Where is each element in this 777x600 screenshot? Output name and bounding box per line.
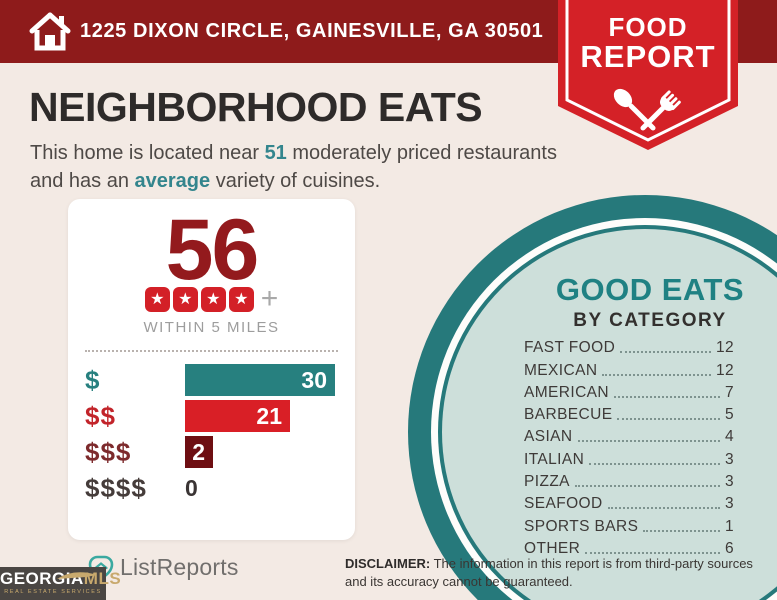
category-value: 12 — [715, 361, 734, 379]
dotted-leader — [617, 418, 720, 421]
tier-label: $$$$ — [85, 472, 147, 503]
home-icon — [29, 12, 71, 51]
category-label: ITALIAN — [524, 450, 585, 468]
dotted-leader — [602, 373, 711, 376]
dotted-leader — [585, 551, 720, 554]
category-row: SEAFOOD 3 — [524, 492, 734, 514]
category-panel-header: GOOD EATS BY CATEGORY — [520, 272, 777, 332]
category-row: BARBECUE 5 — [524, 403, 734, 425]
category-row: OTHER 6 — [524, 537, 734, 559]
food-report-badge: FOOD REPORT — [558, 0, 738, 157]
category-value: 1 — [724, 517, 734, 535]
dotted-leader — [574, 485, 720, 488]
tier-label: $$ — [85, 400, 116, 431]
listreports-wordmark: ListReports — [120, 554, 239, 580]
price-tier-row: $$$$ 0 — [85, 470, 341, 506]
category-row: MEXICAN 12 — [524, 358, 734, 380]
price-tier-row: $ 30 — [85, 362, 341, 398]
star-icon: ★ — [144, 286, 170, 312]
plus-icon: + — [260, 282, 279, 315]
disclaimer: DISCLAIMER: The information in this repo… — [345, 556, 753, 589]
star-icon: ★ — [200, 286, 226, 312]
category-value: 6 — [724, 539, 734, 557]
category-value: 5 — [724, 406, 734, 424]
category-label: PIZZA — [524, 473, 570, 491]
georgia-mls-logo: GEORGIAMLS REAL ESTATE SERVICES — [0, 567, 121, 600]
tier-label: $ — [85, 364, 101, 395]
category-value: 3 — [724, 473, 734, 491]
property-address: 1225 DIXON CIRCLE, GAINESVILLE, GA 30501 — [80, 20, 544, 42]
category-circle-fill — [442, 229, 777, 600]
dotted-leader — [577, 440, 720, 443]
category-panel-title: GOOD EATS — [555, 272, 745, 307]
star-icon: ★ — [228, 286, 254, 312]
category-value: 7 — [724, 383, 734, 401]
dotted-leader — [607, 507, 720, 510]
category-label: SEAFOOD — [524, 495, 603, 513]
category-row: PIZZA 3 — [524, 470, 734, 492]
tier-bar: 2 — [185, 436, 213, 468]
mls-wordmark-georgia: GEORGIA — [0, 569, 84, 588]
star-rating: ★ ★ ★ ★ + — [68, 282, 355, 315]
variety-highlight: average — [134, 170, 211, 192]
dotted-leader — [620, 351, 711, 354]
category-value: 3 — [724, 450, 734, 468]
category-label: AMERICAN — [524, 383, 610, 401]
category-label: FAST FOOD — [524, 339, 616, 357]
price-tier-chart: $ 30 $$ 21 $$$ 2 $$$$ 0 — [85, 362, 341, 506]
category-label: SPORTS BARS — [524, 517, 639, 535]
subtitle: This home is located near 51 moderately … — [30, 142, 557, 192]
category-value: 3 — [724, 495, 734, 513]
category-value: 4 — [724, 428, 734, 446]
tier-bar: 30 — [185, 364, 335, 396]
radius-label: WITHIN 5 MILES — [143, 319, 280, 336]
category-value: 12 — [715, 339, 734, 357]
badge-text: FOOD REPORT — [580, 12, 716, 75]
page-title: NEIGHBORHOOD EATS — [29, 84, 483, 130]
badge-shape — [558, 0, 738, 150]
tier-label: $$$ — [85, 436, 132, 467]
category-circle-white-ring — [431, 218, 777, 600]
category-label: ASIAN — [524, 428, 573, 446]
category-row: ITALIAN 3 — [524, 447, 734, 469]
category-row: ASIAN 4 — [524, 425, 734, 447]
dotted-leader — [589, 462, 720, 465]
fork-icon — [640, 90, 681, 131]
tier-bar: 21 — [185, 400, 290, 432]
category-row: SPORTS BARS 1 — [524, 514, 734, 536]
category-panel-subtitle: BY CATEGORY — [573, 310, 727, 331]
summary-card: 56 ★ ★ ★ ★ + WITHIN 5 MILES $ 30 $$ 21 $$$ 2… — [68, 199, 355, 540]
dotted-divider — [85, 350, 338, 352]
mls-tagline: REAL ESTATE SERVICES — [4, 589, 102, 595]
star-icon: ★ — [172, 286, 198, 312]
price-tier-row: $$ 21 — [85, 398, 341, 434]
dotted-leader — [643, 529, 720, 532]
category-row: AMERICAN 7 — [524, 381, 734, 403]
listreports-logo: ListReports — [88, 554, 239, 581]
tier-bar: 0 — [185, 474, 198, 501]
dotted-leader — [614, 395, 720, 398]
category-row: FAST FOOD 12 — [524, 336, 734, 358]
mls-swoosh-icon — [57, 572, 97, 579]
category-label: BARBECUE — [524, 406, 613, 424]
price-tier-row: $$$ 2 — [85, 434, 341, 470]
category-label: OTHER — [524, 539, 581, 557]
category-list: FAST FOOD 12 MEXICAN 12 AMERICAN 7 BARBECUE 5 AS… — [524, 336, 734, 559]
category-label: MEXICAN — [524, 361, 598, 379]
restaurant-total-count: 56 — [165, 202, 260, 298]
disclaimer-label: DISCLAIMER: — [345, 556, 431, 571]
restaurant-count-highlight: 51 — [264, 142, 287, 164]
